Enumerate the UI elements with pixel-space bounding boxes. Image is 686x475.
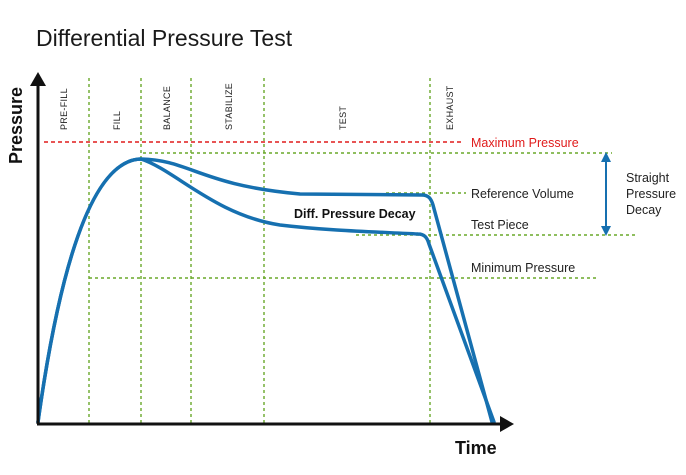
phase-label-prefill: PRE-FILL [59, 88, 69, 130]
phase-label-test: TEST [338, 106, 348, 130]
y-axis-label: Pressure [6, 87, 26, 164]
straight-decay-arrow-down-icon [601, 226, 611, 236]
y-axis-arrow-icon [30, 72, 46, 86]
straight-decay-label-line2: Pressure [626, 187, 676, 201]
reference-volume-curve [36, 157, 494, 424]
diff-pressure-decay-label: Diff. Pressure Decay [294, 207, 416, 221]
minimum-pressure-label: Minimum Pressure [471, 261, 575, 275]
test-piece-curve [36, 157, 496, 424]
diagram-title: Differential Pressure Test [36, 25, 293, 51]
test-piece-label: Test Piece [471, 218, 529, 232]
straight-decay-label-line3: Decay [626, 203, 662, 217]
x-axis-arrow-icon [500, 416, 514, 432]
phase-label-fill: FILL [112, 111, 122, 130]
maximum-pressure-label: Maximum Pressure [471, 136, 579, 150]
x-axis-label: Time [455, 438, 497, 458]
phase-label-stabilize: STABILIZE [224, 83, 234, 130]
straight-decay-arrow-up-icon [601, 152, 611, 162]
reference-volume-label: Reference Volume [471, 187, 574, 201]
phase-label-balance: BALANCE [162, 86, 172, 130]
phase-label-exhaust: EXHAUST [445, 85, 455, 130]
straight-decay-label-line1: Straight [626, 171, 670, 185]
